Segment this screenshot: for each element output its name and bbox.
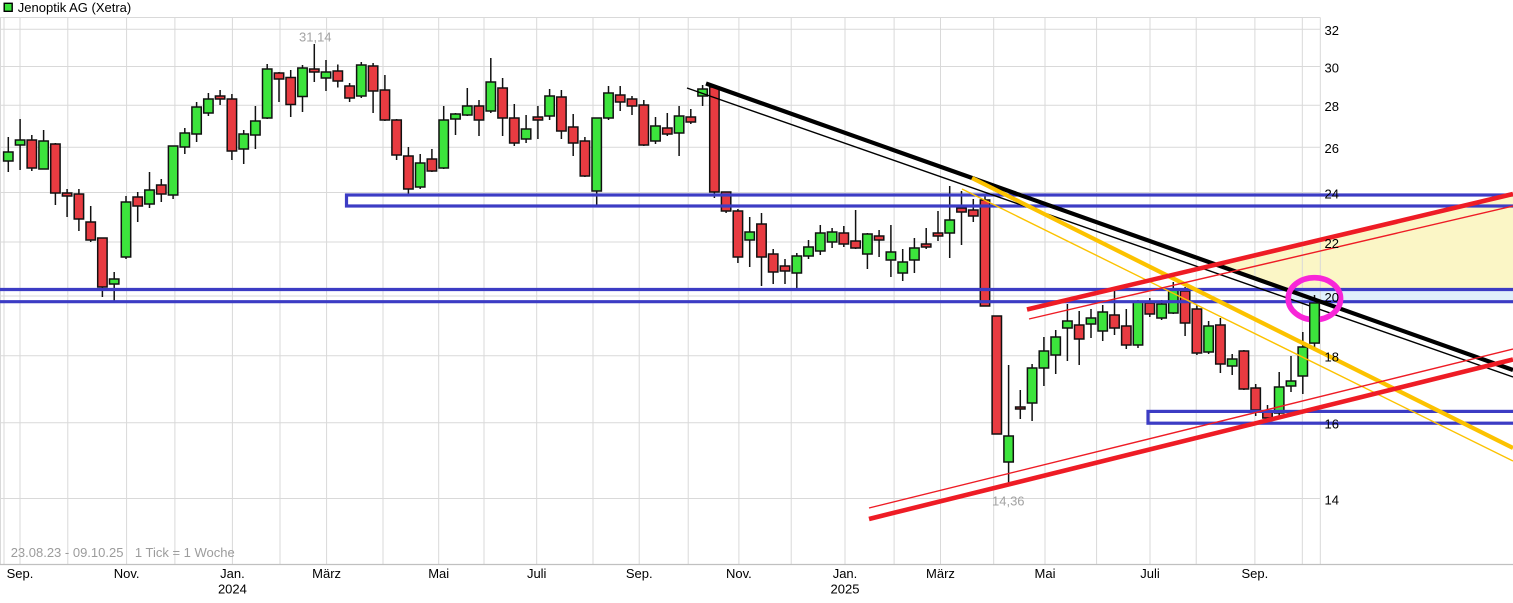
svg-text:März: März	[926, 566, 955, 581]
svg-text:Jan.: Jan.	[220, 566, 245, 581]
svg-text:Nov.: Nov.	[114, 566, 140, 581]
svg-text:16: 16	[1325, 417, 1339, 432]
svg-text:März: März	[312, 566, 341, 581]
svg-text:14,36: 14,36	[992, 493, 1025, 508]
svg-text:26: 26	[1325, 141, 1339, 156]
svg-text:24: 24	[1325, 186, 1339, 201]
svg-text:20: 20	[1325, 290, 1339, 305]
svg-text:18: 18	[1325, 350, 1339, 365]
svg-text:Sep.: Sep.	[1242, 566, 1269, 581]
svg-text:14: 14	[1325, 492, 1339, 507]
svg-text:31,14: 31,14	[299, 29, 332, 44]
svg-text:23.08.23 - 09.10.25: 23.08.23 - 09.10.25	[11, 545, 124, 560]
svg-text:Juli: Juli	[527, 566, 547, 581]
svg-text:32: 32	[1325, 23, 1339, 38]
svg-text:Mai: Mai	[428, 566, 449, 581]
svg-text:Jenoptik AG (Xetra): Jenoptik AG (Xetra)	[18, 0, 131, 15]
svg-text:30: 30	[1325, 60, 1339, 75]
svg-text:2025: 2025	[831, 582, 860, 597]
svg-text:1 Tick = 1 Woche: 1 Tick = 1 Woche	[135, 545, 235, 560]
svg-text:28: 28	[1325, 99, 1339, 114]
svg-text:22: 22	[1325, 236, 1339, 251]
svg-text:Jan.: Jan.	[833, 566, 858, 581]
svg-text:Nov.: Nov.	[726, 566, 752, 581]
svg-text:Sep.: Sep.	[626, 566, 653, 581]
svg-text:Juli: Juli	[1140, 566, 1160, 581]
svg-text:2024: 2024	[218, 582, 247, 597]
svg-text:Sep.: Sep.	[7, 566, 34, 581]
svg-text:Mai: Mai	[1035, 566, 1056, 581]
